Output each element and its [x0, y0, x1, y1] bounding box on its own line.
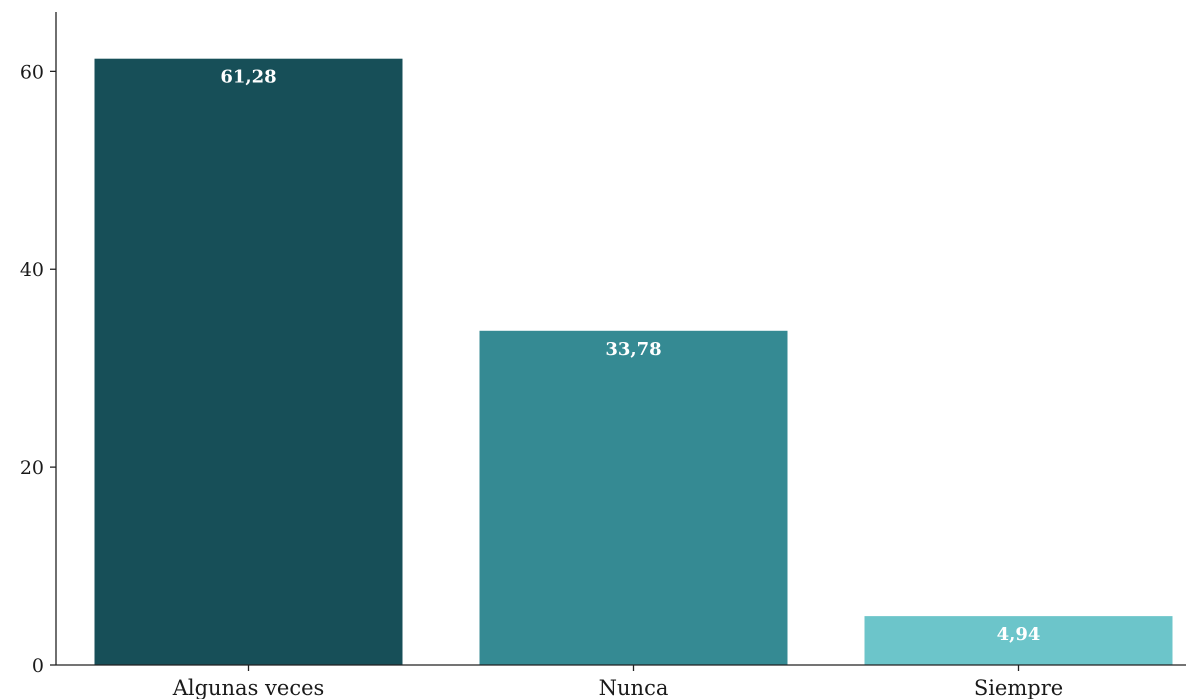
y-tick-label: 60	[20, 61, 44, 83]
value-label: 4,94	[997, 624, 1041, 645]
bars-layer	[94, 58, 1173, 665]
y-tick-label: 20	[20, 457, 44, 479]
x-tick-labels: Algunas veces Nunca Siempre	[172, 676, 1063, 699]
value-label: 33,78	[605, 339, 661, 360]
bar-algunas-veces	[94, 58, 403, 665]
value-labels: 61,28 33,78 4,94	[220, 67, 1040, 645]
x-tick-label: Nunca	[599, 676, 669, 699]
y-tick-label: 40	[20, 259, 44, 281]
y-ticks: 0 20 40 60	[20, 61, 1020, 677]
x-tick-label: Algunas veces	[172, 676, 325, 699]
bar-siempre	[864, 616, 1173, 665]
bar-nunca	[479, 330, 788, 665]
axes-layer	[55, 12, 1186, 666]
value-label: 61,28	[220, 67, 276, 88]
x-tick-label: Siempre	[974, 676, 1063, 699]
y-tick-label: 0	[32, 655, 44, 677]
